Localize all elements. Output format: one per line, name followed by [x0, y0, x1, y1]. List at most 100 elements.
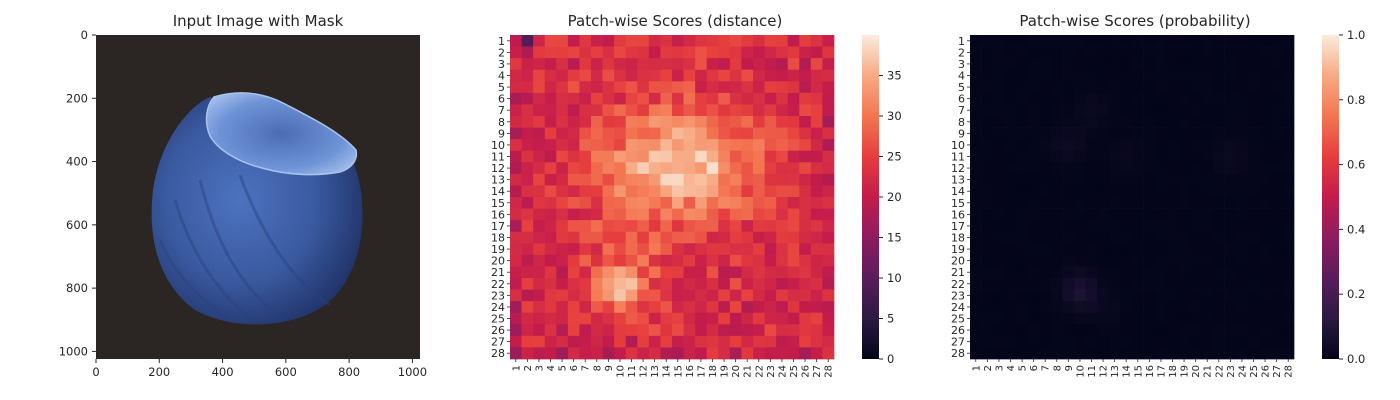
heatmap-cell — [683, 104, 696, 117]
heatmap-cell — [614, 162, 627, 175]
heatmap-cell — [683, 312, 696, 325]
heatmap-cell — [1224, 266, 1237, 279]
heatmap-cell — [1074, 289, 1087, 302]
heatmap-cell — [556, 92, 569, 105]
heatmap-cell — [1004, 208, 1017, 221]
heatmap-cell — [1282, 81, 1295, 94]
heatmap-cell — [695, 266, 708, 279]
heatmap-cell — [1039, 58, 1052, 71]
heatmap-cell — [1270, 289, 1283, 302]
heatmap-cell — [1108, 127, 1121, 140]
heatmap-cell — [1074, 150, 1087, 163]
heatmap-cell — [1004, 243, 1017, 256]
heatmap-cell — [637, 104, 650, 117]
heatmap-cell — [787, 266, 800, 279]
heatmap-cell — [1051, 278, 1063, 290]
heatmap-cell — [1259, 278, 1272, 290]
heatmap-cell — [810, 347, 823, 360]
heatmap-cell — [510, 312, 522, 325]
colorbar-tick-label: 35 — [887, 69, 902, 83]
colorbar-probability — [1322, 35, 1339, 359]
heatmap-cell — [822, 231, 835, 244]
heatmap-cell — [672, 162, 684, 175]
heatmap-cell — [672, 220, 684, 233]
heatmap-cell — [660, 335, 673, 348]
heatmap-cell — [648, 127, 661, 140]
heatmap-cell — [683, 185, 696, 198]
heatmap-cell — [1247, 254, 1260, 267]
heatmap-cell — [1247, 46, 1260, 59]
col-tick-label: 6 — [1029, 365, 1040, 371]
heatmap-cell — [993, 173, 1006, 186]
heatmap-cell — [1224, 46, 1237, 59]
heatmap-cell — [787, 104, 800, 117]
heatmap-cell — [614, 278, 627, 290]
heatmap-cell — [1259, 289, 1272, 302]
heatmap-cell — [648, 185, 661, 198]
heatmap-cell — [510, 197, 522, 209]
heatmap-cell — [521, 127, 534, 140]
heatmap-cell — [787, 278, 800, 290]
heatmap-cell — [567, 266, 580, 279]
row-tick-label: 23 — [491, 289, 505, 302]
heatmap-cell — [648, 324, 661, 337]
heatmap-cell — [660, 46, 673, 59]
heatmap-cell — [648, 173, 661, 186]
row-tick-label: 25 — [491, 313, 505, 326]
heatmap-cell — [1224, 139, 1237, 152]
heatmap-cell — [776, 81, 789, 94]
heatmap-cell — [1224, 208, 1237, 221]
heatmap-cell — [1247, 278, 1260, 290]
heatmap-cell — [510, 35, 522, 47]
heatmap-cell — [718, 254, 731, 267]
heatmap-cell — [729, 58, 742, 71]
heatmap-cell — [1247, 243, 1260, 256]
heatmap-cell — [741, 289, 754, 302]
heatmap-cell — [1166, 104, 1179, 117]
row-tick-label: 12 — [951, 162, 965, 175]
heatmap-cell — [1155, 208, 1168, 221]
heatmap-cell — [1178, 266, 1191, 279]
heatmap-cell — [637, 254, 650, 267]
heatmap-cell — [683, 139, 696, 152]
heatmap-cell — [1027, 35, 1040, 47]
heatmap-cell — [1236, 335, 1249, 348]
col-tick-label: 15 — [673, 365, 684, 378]
heatmap-cell — [1166, 69, 1179, 82]
heatmap-cell — [776, 150, 789, 163]
heatmap-cell — [672, 127, 684, 140]
heatmap-cell — [1155, 197, 1168, 209]
heatmap-cell — [1016, 185, 1029, 198]
heatmap-cell — [1143, 312, 1156, 325]
col-tick-label: 19 — [720, 365, 731, 378]
heatmap-cell — [1282, 220, 1295, 233]
heatmap-cell — [718, 197, 731, 209]
heatmap-cell — [1120, 266, 1133, 279]
heatmap-cell — [637, 173, 650, 186]
heatmap-cell — [799, 69, 812, 82]
heatmap-cell — [970, 243, 982, 256]
heatmap-cell — [1143, 289, 1156, 302]
heatmap-cell — [1166, 324, 1179, 337]
heatmap-cell — [1120, 139, 1133, 152]
heatmap-cell — [1085, 173, 1098, 186]
heatmap-cell — [521, 278, 534, 290]
heatmap-cell — [1108, 208, 1121, 221]
heatmap-cell — [510, 231, 522, 244]
heatmap-cell — [579, 150, 592, 163]
heatmap-cell — [533, 312, 546, 325]
heatmap-cell — [1270, 127, 1283, 140]
heatmap-cell — [787, 197, 800, 209]
heatmap-cell — [1224, 35, 1237, 47]
heatmap-cell — [1143, 266, 1156, 279]
heatmap-cell — [1108, 69, 1121, 82]
heatmap-cell — [970, 35, 982, 47]
heatmap-cell — [810, 35, 823, 47]
heatmap-cell — [1247, 104, 1260, 117]
heatmap-cell — [1120, 81, 1133, 94]
heatmap-cell — [1282, 289, 1295, 302]
heatmap-cell — [1236, 69, 1249, 82]
heatmap-cell — [1259, 173, 1272, 186]
heatmap-cell — [1178, 104, 1191, 117]
heatmap-cell — [683, 46, 696, 59]
